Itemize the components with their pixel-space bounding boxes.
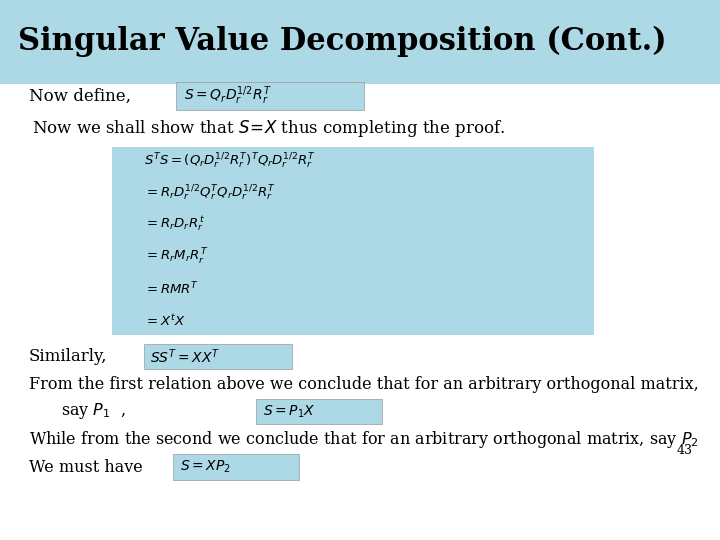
Text: $S = XP_2$: $S = XP_2$ (180, 459, 231, 475)
Text: $= R_r M_r R_r^{\,T}$: $= R_r M_r R_r^{\,T}$ (144, 247, 209, 267)
Text: From the first relation above we conclude that for an arbitrary orthogonal matri: From the first relation above we conclud… (29, 376, 698, 393)
FancyBboxPatch shape (144, 344, 292, 369)
Text: Now we shall show that $S\!=\!X$ thus completing the proof.: Now we shall show that $S\!=\!X$ thus co… (32, 118, 505, 139)
Text: 43: 43 (677, 444, 693, 457)
Text: Similarly,: Similarly, (29, 348, 107, 365)
Text: $= R_r D_r^{1/2} Q_r^T Q_r D_r^{1/2} R_r^T$: $= R_r D_r^{1/2} Q_r^T Q_r D_r^{1/2} R_r… (144, 183, 276, 202)
Text: $= R_r D_r R_r^{\,t}$: $= R_r D_r R_r^{\,t}$ (144, 215, 205, 234)
Text: $S = Q_r D_r^{1/2} R_r^T$: $S = Q_r D_r^{1/2} R_r^T$ (184, 85, 271, 107)
Text: $= RMR^T$: $= RMR^T$ (144, 281, 199, 298)
FancyBboxPatch shape (112, 147, 594, 335)
FancyBboxPatch shape (176, 82, 364, 110)
Text: say $P_1$  ,: say $P_1$ , (61, 401, 126, 422)
FancyBboxPatch shape (0, 0, 720, 84)
FancyBboxPatch shape (256, 399, 382, 424)
Text: $SS^T = XX^T$: $SS^T = XX^T$ (150, 347, 220, 366)
Text: While from the second we conclude that for an arbitrary orthogonal matrix, say $: While from the second we conclude that f… (29, 429, 698, 449)
Text: Singular Value Decomposition (Cont.): Singular Value Decomposition (Cont.) (18, 26, 667, 57)
Text: We must have: We must have (29, 458, 143, 476)
Text: $S^T S = (Q_r D_r^{1/2} R_r^T)^T Q_r D_r^{1/2} R_r^T$: $S^T S = (Q_r D_r^{1/2} R_r^T)^T Q_r D_r… (144, 150, 316, 171)
FancyBboxPatch shape (173, 454, 299, 480)
Text: Now define,: Now define, (29, 87, 131, 105)
Text: $S = P_1 X$: $S = P_1 X$ (263, 403, 315, 420)
Text: $= X^{t} X$: $= X^{t} X$ (144, 314, 186, 329)
